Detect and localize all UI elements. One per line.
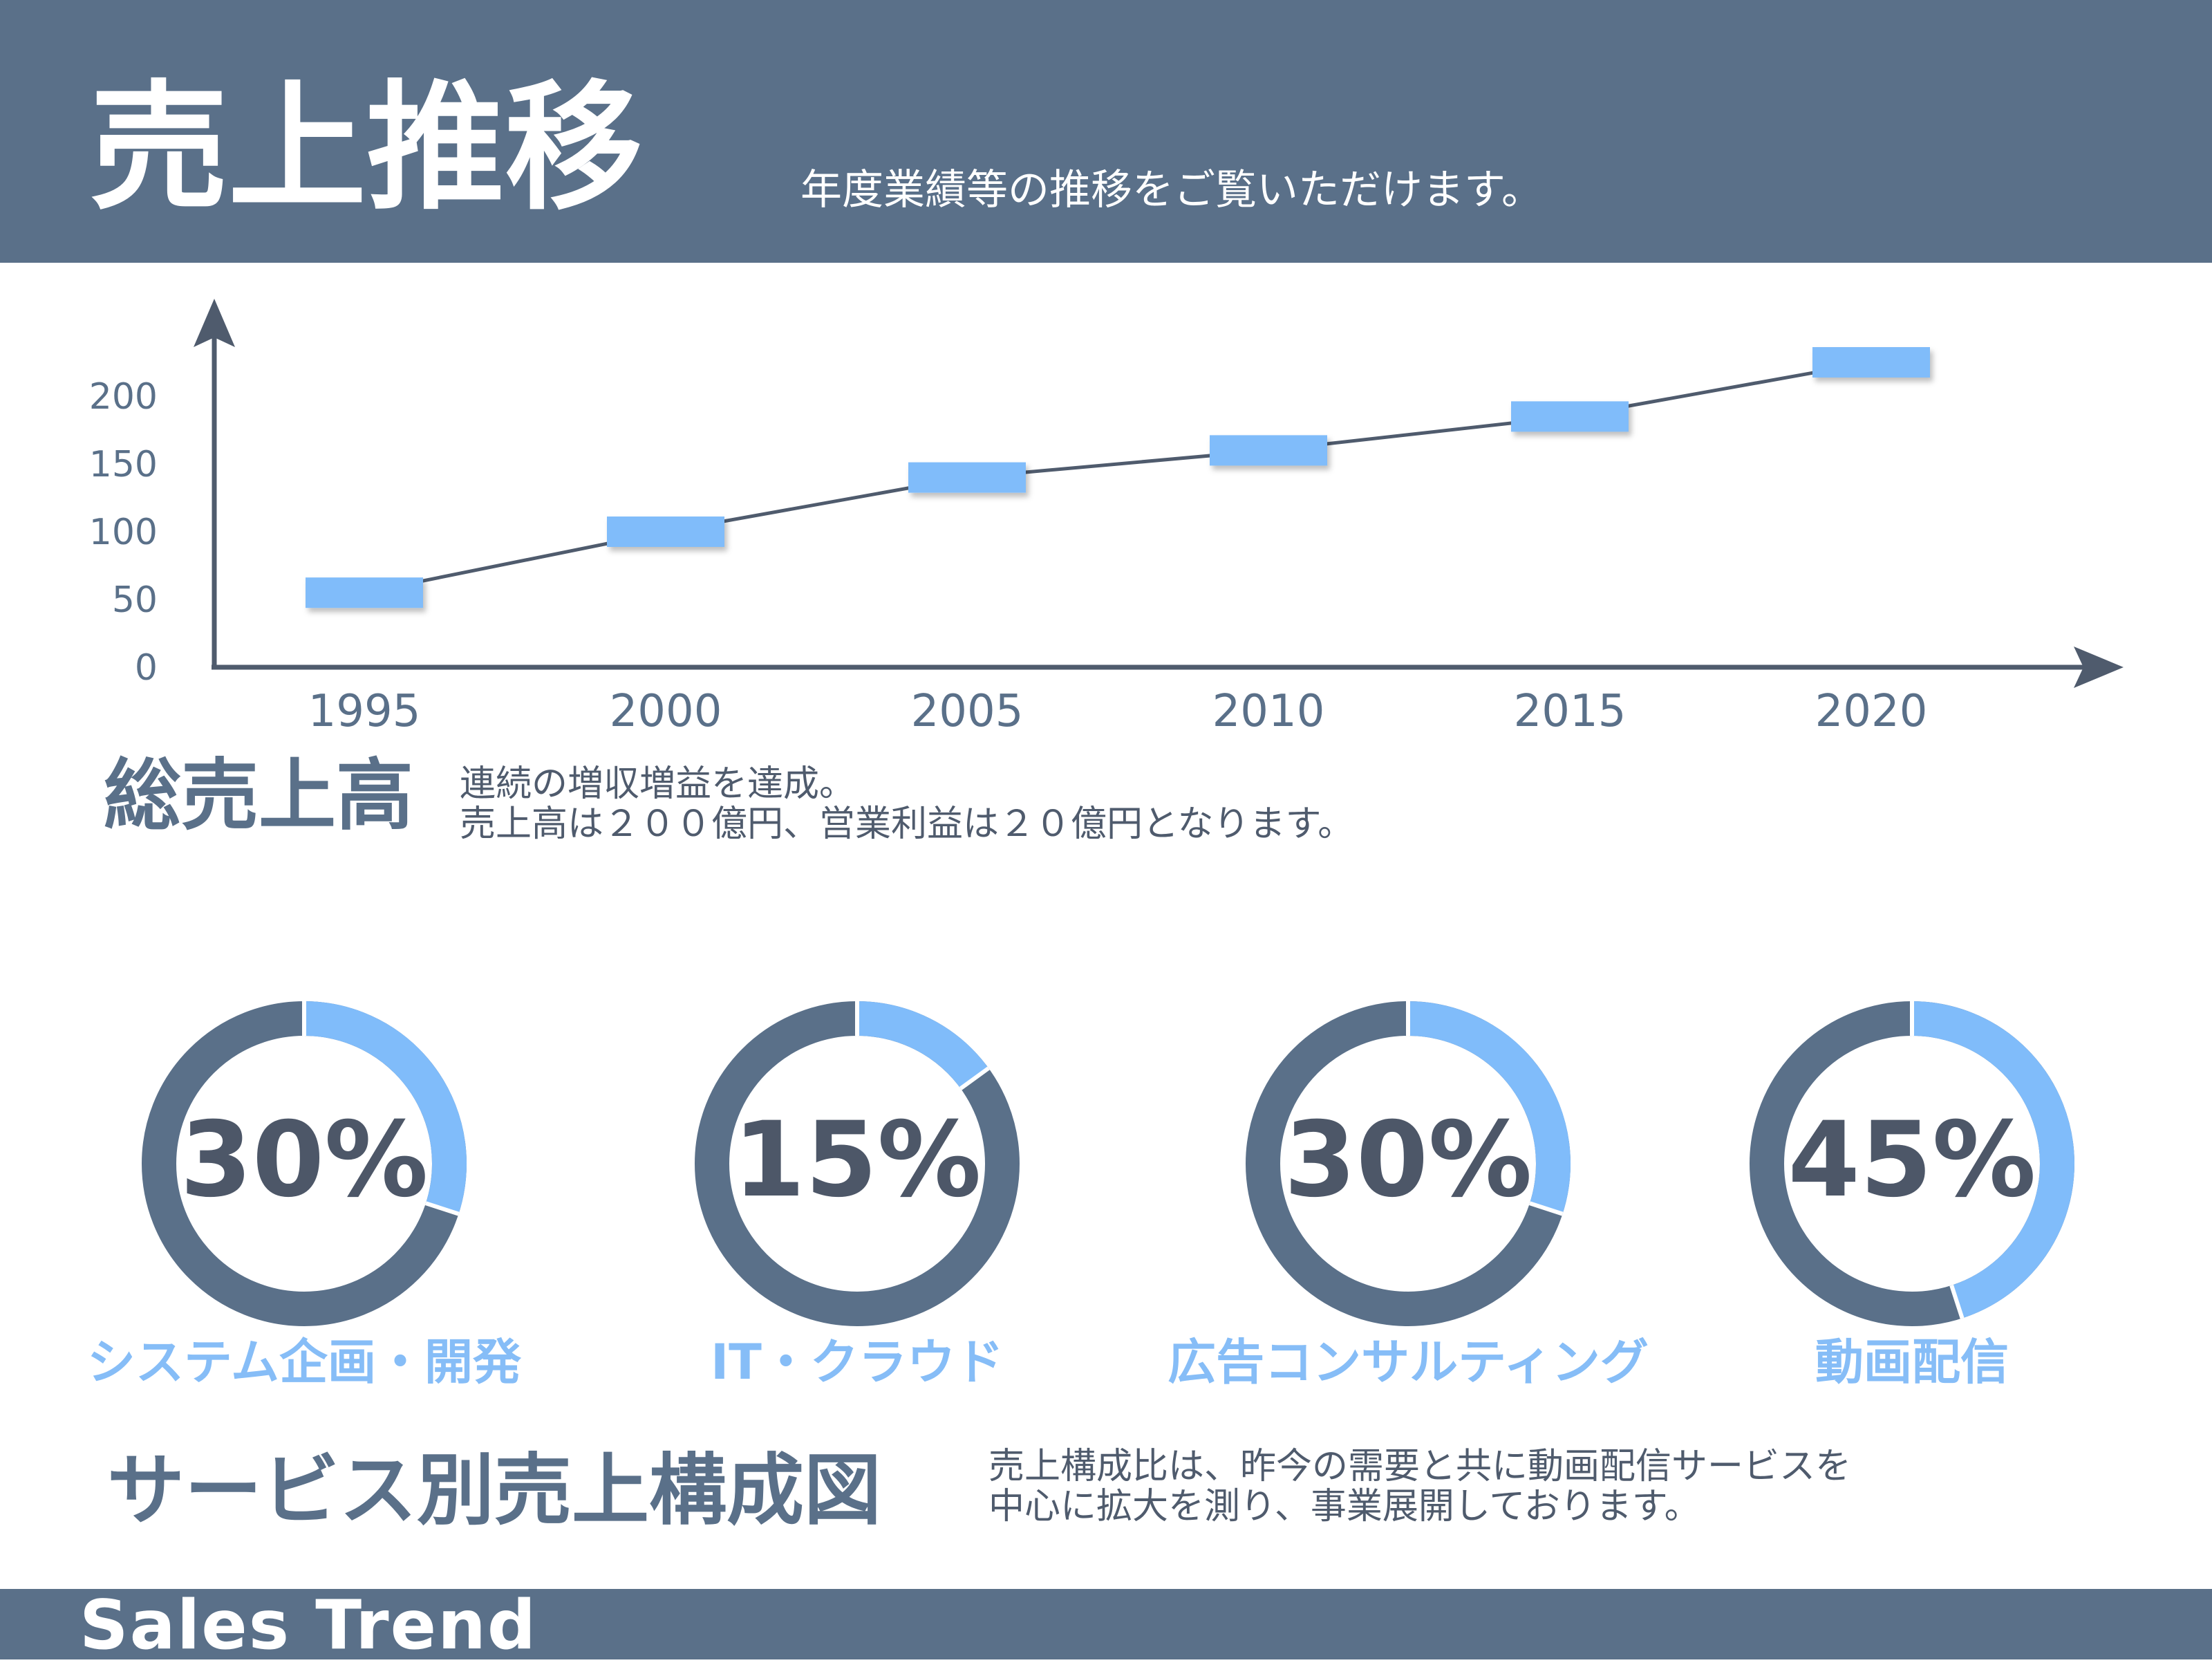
donut-percentage: 30% [1246, 1108, 1571, 1212]
footer-title: Sales Trend [79, 1590, 537, 1662]
service-description-line-1: 売上構成比は、昨今の需要と共に動画配信サービスを [988, 1447, 1851, 1487]
donut-percentage: 15% [695, 1108, 1020, 1212]
donut-slice [857, 1018, 975, 1079]
donut-label: IT・クラウド [594, 1338, 1120, 1386]
donut-label: 動画配信 [1649, 1338, 2175, 1386]
donut-percentage: 30% [142, 1108, 467, 1212]
donut-percentage: 45% [1750, 1108, 2074, 1212]
service-description: 売上構成比は、昨今の需要と共に動画配信サービスを 中心に拡大を測り、事業展開して… [988, 1447, 1851, 1527]
service-donut-charts [0, 0, 2212, 1659]
donut-label: 広告コンサルティング [1145, 1338, 1671, 1386]
donut-label: システム企画・開発 [41, 1338, 567, 1386]
service-breakdown-heading: サービス別売上構成図 [107, 1452, 881, 1529]
service-description-line-2: 中心に拡大を測り、事業展開しております。 [988, 1487, 1851, 1527]
